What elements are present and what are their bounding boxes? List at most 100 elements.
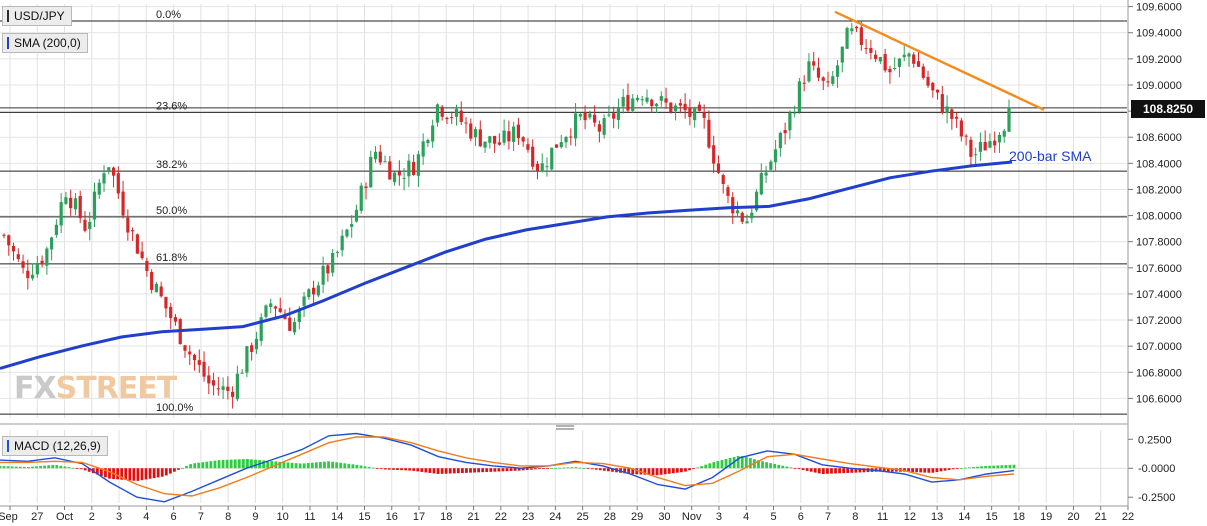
candle-down <box>388 161 392 180</box>
candle-down <box>231 391 235 397</box>
candle-up <box>659 96 663 101</box>
candle-up <box>793 112 797 114</box>
candle-up <box>259 317 263 341</box>
date-tick-label: 3 <box>716 511 722 523</box>
macd-histogram-bar <box>460 468 464 474</box>
candle-down <box>326 265 330 274</box>
candle-down <box>197 360 201 365</box>
macd-histogram-bar <box>862 468 866 473</box>
macd-histogram-bar <box>838 468 841 474</box>
macd-histogram-bar <box>140 468 144 481</box>
candle-up <box>321 265 325 285</box>
candle-down <box>921 66 925 78</box>
macd-histogram-bar <box>939 468 943 472</box>
macd-histogram-bar <box>79 468 83 470</box>
macd-histogram-bar <box>797 468 801 470</box>
signal-line <box>0 436 1015 497</box>
candle-up <box>759 173 763 195</box>
date-tick-label: 25 <box>577 511 589 523</box>
candle-down <box>226 386 230 391</box>
macd-histogram-bar <box>205 461 209 469</box>
macd-histogram-bar <box>777 464 781 469</box>
macd-histogram-bar <box>327 461 330 469</box>
macd-histogram-bar <box>542 468 545 470</box>
macd-histogram-bar <box>529 468 533 470</box>
candle-up <box>359 185 363 211</box>
macd-histogram-bar <box>525 468 529 470</box>
date-tick-label: 6 <box>171 511 177 523</box>
macd-histogram-bar <box>436 468 440 474</box>
macd-histogram-bar <box>834 468 837 474</box>
macd-histogram-bar <box>404 468 407 471</box>
candle-up <box>302 296 306 306</box>
price-tick-label: 108.0000 <box>1136 211 1182 223</box>
macd-histogram-bar <box>193 463 197 469</box>
candle-up <box>835 65 840 77</box>
macd-histogram-bar <box>294 463 298 469</box>
macd-histogram-bar <box>773 463 777 469</box>
macd-histogram-bar <box>51 464 55 469</box>
sma-legend[interactable]: SMA (200,0) <box>2 33 88 53</box>
macd-histogram-bar <box>469 468 472 473</box>
macd-panel-bg <box>0 430 1127 503</box>
date-tick-label: 6 <box>798 511 804 523</box>
macd-histogram-bar <box>704 464 708 469</box>
macd-histogram-bar <box>927 468 931 473</box>
macd-histogram-bar <box>533 468 537 470</box>
macd-histogram-bar <box>627 468 631 474</box>
candle-up <box>850 28 854 32</box>
macd-histogram-bar <box>14 466 18 469</box>
macd-histogram-bar <box>647 468 651 475</box>
macd-histogram-bar <box>972 467 975 469</box>
macd-histogram-bar <box>623 468 627 474</box>
candle-up <box>316 285 320 296</box>
candle-up <box>345 229 349 237</box>
candle-down <box>159 286 163 297</box>
candle-up <box>102 173 106 184</box>
candle-down <box>16 254 20 260</box>
candle-down <box>40 260 44 265</box>
macd-histogram-bar <box>959 468 963 469</box>
macd-histogram-bar <box>566 467 570 469</box>
candle-down <box>173 317 178 322</box>
candle-up <box>578 113 582 117</box>
candle-up <box>978 141 983 152</box>
price-panel-bg <box>0 4 1127 418</box>
macd-histogram-bar <box>168 468 172 474</box>
candle-up <box>616 108 621 120</box>
macd-histogram-bar <box>489 468 493 472</box>
candle-down <box>583 112 587 121</box>
candle-up <box>778 132 782 149</box>
candle-up <box>550 147 554 170</box>
fxstreet-watermark: FXSTREET <box>14 371 177 406</box>
macd-histogram-bar <box>809 468 813 472</box>
macd-histogram-bar <box>911 468 914 473</box>
candle-down <box>940 94 944 113</box>
date-tick-label: 30 <box>658 511 670 523</box>
candle-down <box>207 375 211 384</box>
macd-histogram-bar <box>116 468 120 480</box>
candle-up <box>735 210 740 214</box>
candle-down <box>626 95 630 111</box>
macd-histogram-bar <box>278 461 282 469</box>
macd-histogram-bar <box>75 468 79 470</box>
macd-histogram-bar <box>826 468 829 474</box>
macd-histogram-bar <box>485 468 489 472</box>
candle-down <box>678 103 682 106</box>
candle-up <box>621 96 625 107</box>
macd-histogram-bar <box>821 468 825 474</box>
candle-up <box>88 221 92 230</box>
candle-down <box>412 161 416 175</box>
candle-down <box>521 137 525 142</box>
macd-histogram-bar <box>740 456 744 469</box>
symbol-legend[interactable]: USD/JPY <box>2 6 72 26</box>
candle-down <box>7 235 11 246</box>
macd-histogram-bar <box>39 465 42 469</box>
candle-up <box>369 156 373 188</box>
price-tick-label: 107.2000 <box>1136 315 1182 327</box>
macd-legend[interactable]: MACD (12,26,9) <box>2 436 108 456</box>
candle-up <box>97 182 101 195</box>
macd-histogram-bar <box>347 463 351 469</box>
macd-histogram-bar <box>156 468 160 478</box>
macd-histogram-bar <box>225 459 229 469</box>
